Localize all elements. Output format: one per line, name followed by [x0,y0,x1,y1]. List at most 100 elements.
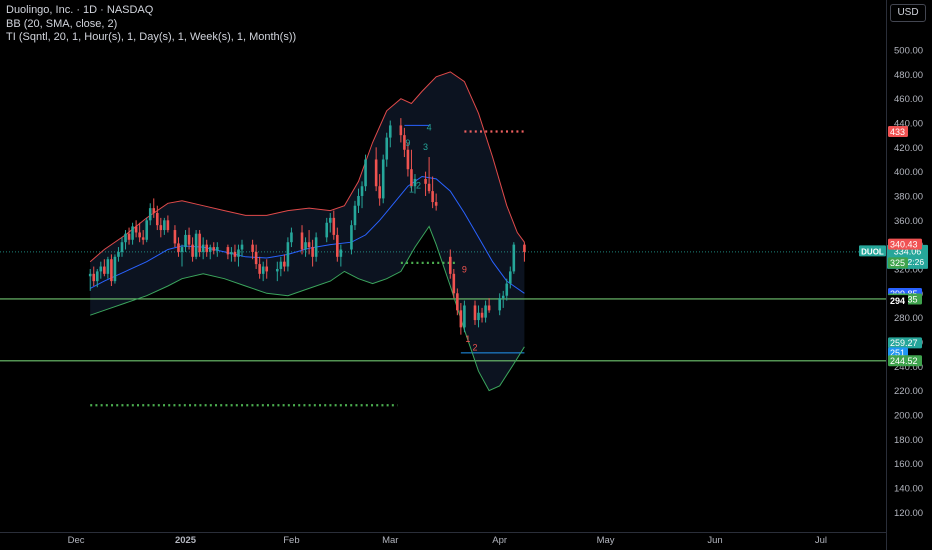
candle-4[interactable] [103,259,106,277]
candle-58[interactable] [332,210,336,240]
candle-34[interactable] [212,242,216,255]
candle-92[interactable] [505,278,509,301]
candle-2[interactable] [95,268,99,288]
indicator-bb-legend[interactable]: BB (20, SMA, close, 2) [6,18,118,30]
candle-17[interactable] [148,203,152,226]
candle-91[interactable] [501,290,505,308]
candle-77[interactable] [427,157,431,194]
candle-71[interactable] [399,118,403,143]
candle-13[interactable] [134,220,138,238]
candle-59[interactable] [336,227,339,262]
candle-30[interactable] [198,230,201,257]
candle-9[interactable] [120,237,124,257]
candle-50[interactable] [290,227,293,248]
indicator-ti-legend[interactable]: TI (Sqntl, 20, 1, Hour(s), 1, Day(s), 1,… [6,31,297,43]
candle-3[interactable] [99,261,103,279]
candle-93[interactable] [508,266,512,289]
candle-42[interactable] [254,244,258,269]
candle-82[interactable] [456,288,459,316]
candle-84[interactable] [463,300,466,333]
candle-65[interactable] [364,154,367,192]
candle-29[interactable] [194,230,198,260]
candle-47[interactable] [279,256,283,277]
candle-74[interactable] [410,149,413,192]
candle-68[interactable] [381,154,385,204]
currency-button[interactable]: USD [890,4,926,22]
candle-43[interactable] [258,256,261,279]
candle-60[interactable] [339,244,343,267]
candle-31[interactable] [201,237,205,260]
candle-41[interactable] [251,239,254,260]
candle-23[interactable] [173,225,177,248]
candle-72[interactable] [403,127,406,158]
candle-6[interactable] [110,254,113,287]
candle-20[interactable] [159,217,163,238]
candle-78[interactable] [431,176,434,209]
candle-12[interactable] [131,222,134,245]
candle-66[interactable] [374,147,378,192]
candle-55[interactable] [314,232,318,262]
candle-45[interactable] [265,259,269,279]
candle-52[interactable] [304,237,307,257]
candle-5[interactable] [106,256,110,279]
candle-62[interactable] [353,200,357,231]
candle-73[interactable] [406,142,410,177]
candle-27[interactable] [187,227,191,250]
candle-87[interactable] [480,307,484,323]
candle-64[interactable] [360,181,364,209]
candle-79[interactable] [434,193,438,211]
candle-53[interactable] [307,230,311,255]
candle-11[interactable] [127,227,131,245]
candle-95[interactable] [523,242,526,262]
candle-51[interactable] [300,225,304,255]
candle-21[interactable] [163,217,166,235]
candle-57[interactable] [328,213,332,233]
candle-54[interactable] [311,239,314,267]
time-axis[interactable]: Dec 2025 Feb Mar Apr May Jun Jul [68,535,827,546]
candle-46[interactable] [276,261,279,282]
candle-36[interactable] [226,244,230,260]
candle-40[interactable] [240,239,244,257]
candle-83[interactable] [459,303,463,335]
candle-88[interactable] [484,300,487,323]
candle-89[interactable] [487,298,491,313]
candle-38[interactable] [233,244,237,262]
candle-80[interactable] [448,249,452,279]
candle-37[interactable] [230,247,233,262]
candles[interactable] [88,118,526,335]
candle-56[interactable] [325,217,329,243]
candle-61[interactable] [350,220,353,255]
candle-24[interactable] [177,237,180,257]
candle-19[interactable] [155,205,159,231]
candle-44[interactable] [261,261,265,282]
candle-49[interactable] [286,237,290,272]
candle-18[interactable] [152,198,156,218]
candle-8[interactable] [117,247,120,262]
candle-67[interactable] [378,174,381,206]
candle-86[interactable] [477,305,480,328]
candle-76[interactable] [424,171,427,196]
candle-85[interactable] [473,300,477,325]
candle-75[interactable] [413,174,417,194]
candle-81[interactable] [452,268,456,299]
candle-26[interactable] [184,230,187,252]
candle-14[interactable] [138,222,141,243]
candle-0[interactable] [88,268,92,291]
candle-33[interactable] [208,244,212,260]
candle-10[interactable] [124,230,127,250]
candle-69[interactable] [385,132,389,167]
candle-28[interactable] [191,237,194,262]
candle-63[interactable] [357,188,360,214]
candle-1[interactable] [92,266,96,287]
candle-48[interactable] [283,254,286,272]
candle-35[interactable] [216,242,219,257]
candle-22[interactable] [166,215,170,233]
chart-title[interactable]: Duolingo, Inc. · 1D · NASDAQ [6,4,154,16]
candle-15[interactable] [141,230,145,245]
candle-32[interactable] [205,239,209,257]
price-axis[interactable]: 120.00 140.00 160.00 180.00 200.00 220.00 240.… [894,46,923,519]
candle-70[interactable] [388,120,392,148]
candle-90[interactable] [498,293,501,316]
candle-7[interactable] [113,254,117,284]
